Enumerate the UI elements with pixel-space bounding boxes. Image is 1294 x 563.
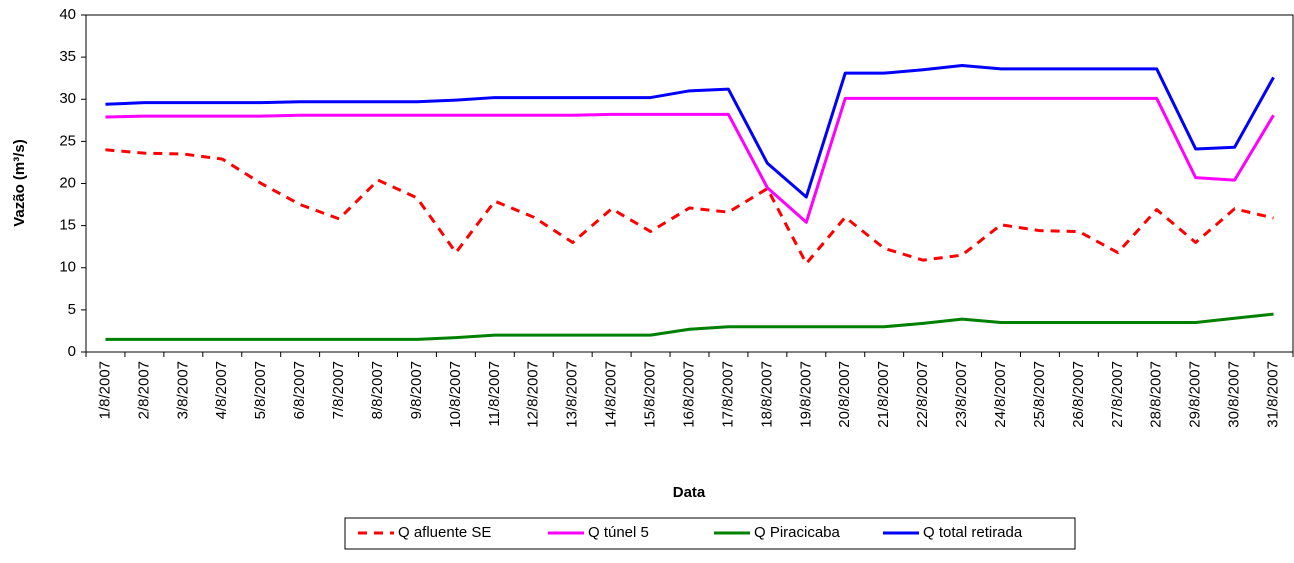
x-tick-label: 19/8/2007: [797, 361, 814, 428]
legend-label: Q Piracicaba: [754, 524, 841, 541]
series-line: [105, 96, 1275, 224]
x-tick-label: 28/8/2007: [1148, 361, 1165, 428]
y-tick-label: 40: [59, 6, 76, 23]
x-tick-label: 6/8/2007: [291, 361, 308, 419]
x-tick-label: 1/8/2007: [96, 361, 113, 419]
y-tick-label: 5: [68, 301, 76, 318]
x-axis-label: Data: [673, 484, 706, 501]
x-tick-label: 16/8/2007: [680, 361, 697, 428]
series-line: [105, 64, 1275, 199]
plot-area: [85, 14, 1294, 353]
x-tick-label: 26/8/2007: [1070, 361, 1087, 428]
x-tick-label: 17/8/2007: [719, 361, 736, 428]
series-line: [105, 148, 1274, 266]
y-tick-label: 35: [59, 48, 76, 65]
x-tick-label: 8/8/2007: [369, 361, 386, 419]
x-tick-label: 27/8/2007: [1109, 361, 1126, 428]
y-tick-label: 15: [59, 217, 76, 234]
x-tick-label: 2/8/2007: [135, 361, 152, 419]
x-tick-label: 3/8/2007: [174, 361, 191, 419]
x-tick-label: 31/8/2007: [1265, 361, 1282, 428]
x-tick-label: 10/8/2007: [447, 361, 464, 428]
x-tick-label: 29/8/2007: [1187, 361, 1204, 428]
y-tick-label: 30: [59, 90, 76, 107]
x-tick-label: 7/8/2007: [330, 361, 347, 419]
legend-label: Q afluente SE: [398, 524, 491, 541]
x-tick-label: 11/8/2007: [486, 361, 503, 427]
legend-label: Q túnel 5: [588, 524, 649, 541]
x-tick-label: 9/8/2007: [408, 361, 425, 419]
x-tick-label: 4/8/2007: [213, 361, 230, 419]
y-tick-label: 20: [59, 174, 76, 191]
x-tick-label: 20/8/2007: [836, 361, 853, 428]
legend-box: [344, 517, 1076, 550]
x-tick-label: 21/8/2007: [875, 361, 892, 428]
x-tick-label: 18/8/2007: [758, 361, 775, 428]
y-axis-label: Vazão (m³/s): [11, 139, 28, 227]
x-tick-label: 13/8/2007: [564, 361, 581, 428]
x-tick-label: 12/8/2007: [525, 361, 542, 428]
x-tick-label: 23/8/2007: [953, 361, 970, 428]
y-tick-label: 0: [68, 343, 76, 360]
series-line: [105, 312, 1274, 341]
y-tick-label: 10: [59, 259, 76, 276]
x-tick-label: 15/8/2007: [642, 361, 659, 428]
legend-label: Q total retirada: [923, 524, 1023, 541]
x-tick-label: 30/8/2007: [1226, 361, 1243, 428]
y-tick-label: 25: [59, 132, 76, 149]
x-tick-label: 22/8/2007: [914, 361, 931, 428]
x-tick-label: 24/8/2007: [992, 361, 1009, 428]
x-tick-label: 25/8/2007: [1031, 361, 1048, 428]
x-tick-label: 5/8/2007: [252, 361, 269, 419]
x-tick-label: 14/8/2007: [603, 361, 620, 428]
